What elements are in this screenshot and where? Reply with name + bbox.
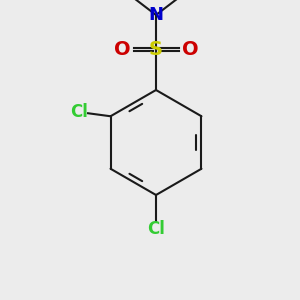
- Text: Cl: Cl: [70, 103, 88, 121]
- Text: O: O: [182, 40, 198, 59]
- Text: O: O: [114, 40, 130, 59]
- Text: Cl: Cl: [147, 220, 165, 238]
- Text: N: N: [148, 6, 164, 24]
- Text: S: S: [149, 40, 163, 59]
